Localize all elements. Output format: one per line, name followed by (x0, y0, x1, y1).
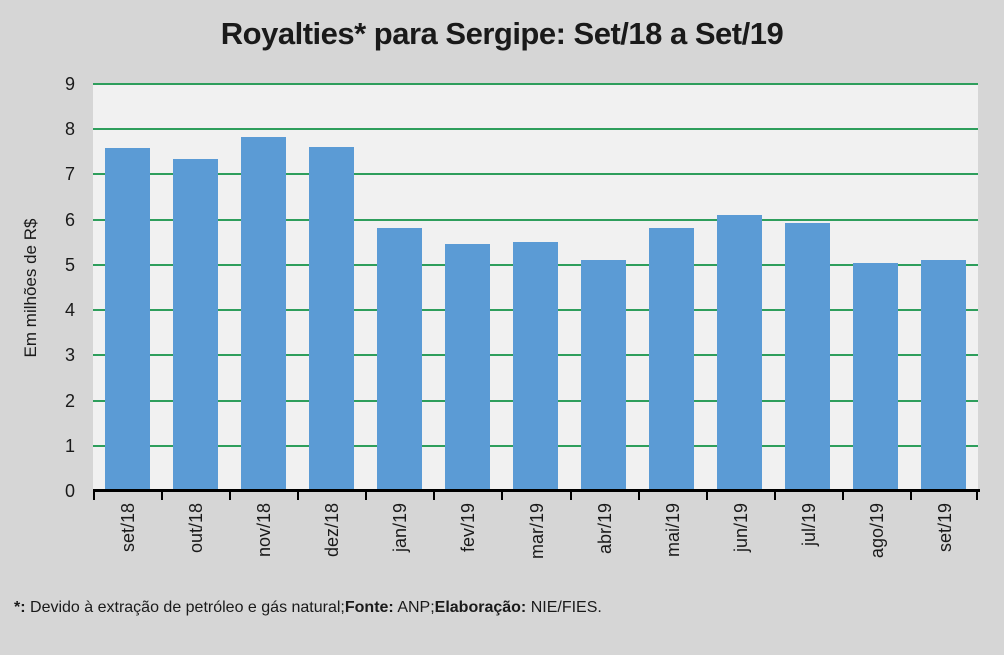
x-axis-tick-mark (842, 492, 844, 500)
x-axis-label-ago/19: ago/19 (866, 503, 887, 559)
x-axis-tick-mark (570, 492, 572, 500)
x-axis-label-set/18: set/18 (118, 503, 139, 553)
x-axis-label-nov/18: nov/18 (254, 503, 275, 558)
y-axis-tick-label-4: 4 (64, 300, 75, 321)
y-axis-tick-label-3: 3 (64, 345, 75, 366)
x-axis-label-dez/18: dez/18 (322, 503, 343, 558)
x-axis-label-mar/19: mar/19 (526, 503, 547, 560)
x-axis-tick-mark (93, 492, 95, 500)
x-axis-tick-mark (976, 492, 978, 500)
x-axis-label-jul/19: jul/19 (798, 503, 819, 547)
gridline-8 (93, 128, 978, 131)
bar-ago/19 (853, 262, 899, 491)
y-axis-tick-label-9: 9 (64, 74, 75, 94)
y-axis-tick-label-5: 5 (64, 254, 75, 275)
x-axis-tick-mark (365, 492, 367, 500)
x-axis-label-set/19: set/19 (934, 503, 955, 553)
x-axis-label-out/18: out/18 (186, 503, 207, 554)
gridline-9 (93, 83, 978, 85)
footnote-source-text: ANP; (393, 599, 435, 616)
x-axis-tick-mark (297, 492, 299, 500)
x-axis-tick-mark (638, 492, 640, 500)
x-axis-label-jun/19: jun/19 (730, 503, 751, 553)
x-axis-label-abr/19: abr/19 (594, 503, 615, 555)
y-axis-tick-label-1: 1 (64, 435, 75, 456)
footnote-note-label: *: (14, 599, 26, 616)
bar-set/19 (921, 260, 967, 491)
x-axis-tick-mark (501, 492, 503, 500)
x-axis-line (93, 489, 980, 492)
x-axis-tick-mark (910, 492, 912, 500)
y-axis-tick-label-6: 6 (64, 209, 75, 230)
bar-abr/19 (581, 260, 627, 491)
y-axis-tick-label-0: 0 (64, 481, 75, 501)
footnote: *: Devido à extração de petróleo e gás n… (14, 599, 602, 617)
x-axis-label-jan/19: jan/19 (390, 503, 411, 553)
chart-title: Royalties* para Sergipe: Set/18 a Set/19 (220, 16, 784, 51)
bar-mar/19 (513, 242, 558, 491)
footnote-elaboration-label: Elaboração: (434, 599, 527, 616)
x-axis-tick-mark (706, 492, 708, 500)
x-axis-label-fev/19: fev/19 (458, 503, 479, 553)
bar-nov/18 (240, 136, 286, 491)
y-axis-title: Em milhões de R$ (21, 218, 40, 358)
footnote-note-text: Devido à extração de petróleo e gás natu… (25, 599, 345, 616)
bar-set/18 (104, 147, 150, 491)
bar-out/18 (172, 159, 218, 491)
y-axis-tick-label-8: 8 (64, 119, 75, 140)
x-axis-tick-mark (229, 492, 231, 500)
bar-jan/19 (376, 227, 422, 491)
bar-jun/19 (717, 215, 763, 491)
gridline-6 (93, 218, 978, 221)
footnote-elaboration-text: NIE/FIES. (526, 599, 602, 616)
plot-area (93, 83, 978, 491)
bar-fev/19 (444, 243, 490, 491)
gridline-7 (93, 173, 978, 176)
y-axis-tick-label-2: 2 (64, 390, 75, 411)
bar-dez/18 (308, 147, 354, 491)
bar-mai/19 (649, 227, 695, 491)
x-axis-label-mai/19: mai/19 (662, 503, 683, 558)
bar-jul/19 (785, 222, 831, 491)
x-axis-tick-mark (433, 492, 435, 500)
footnote-source-label: Fonte: (344, 599, 394, 616)
y-axis-tick-label-7: 7 (64, 164, 75, 185)
x-axis-tick-mark (774, 492, 776, 500)
x-axis-tick-mark (161, 492, 163, 500)
